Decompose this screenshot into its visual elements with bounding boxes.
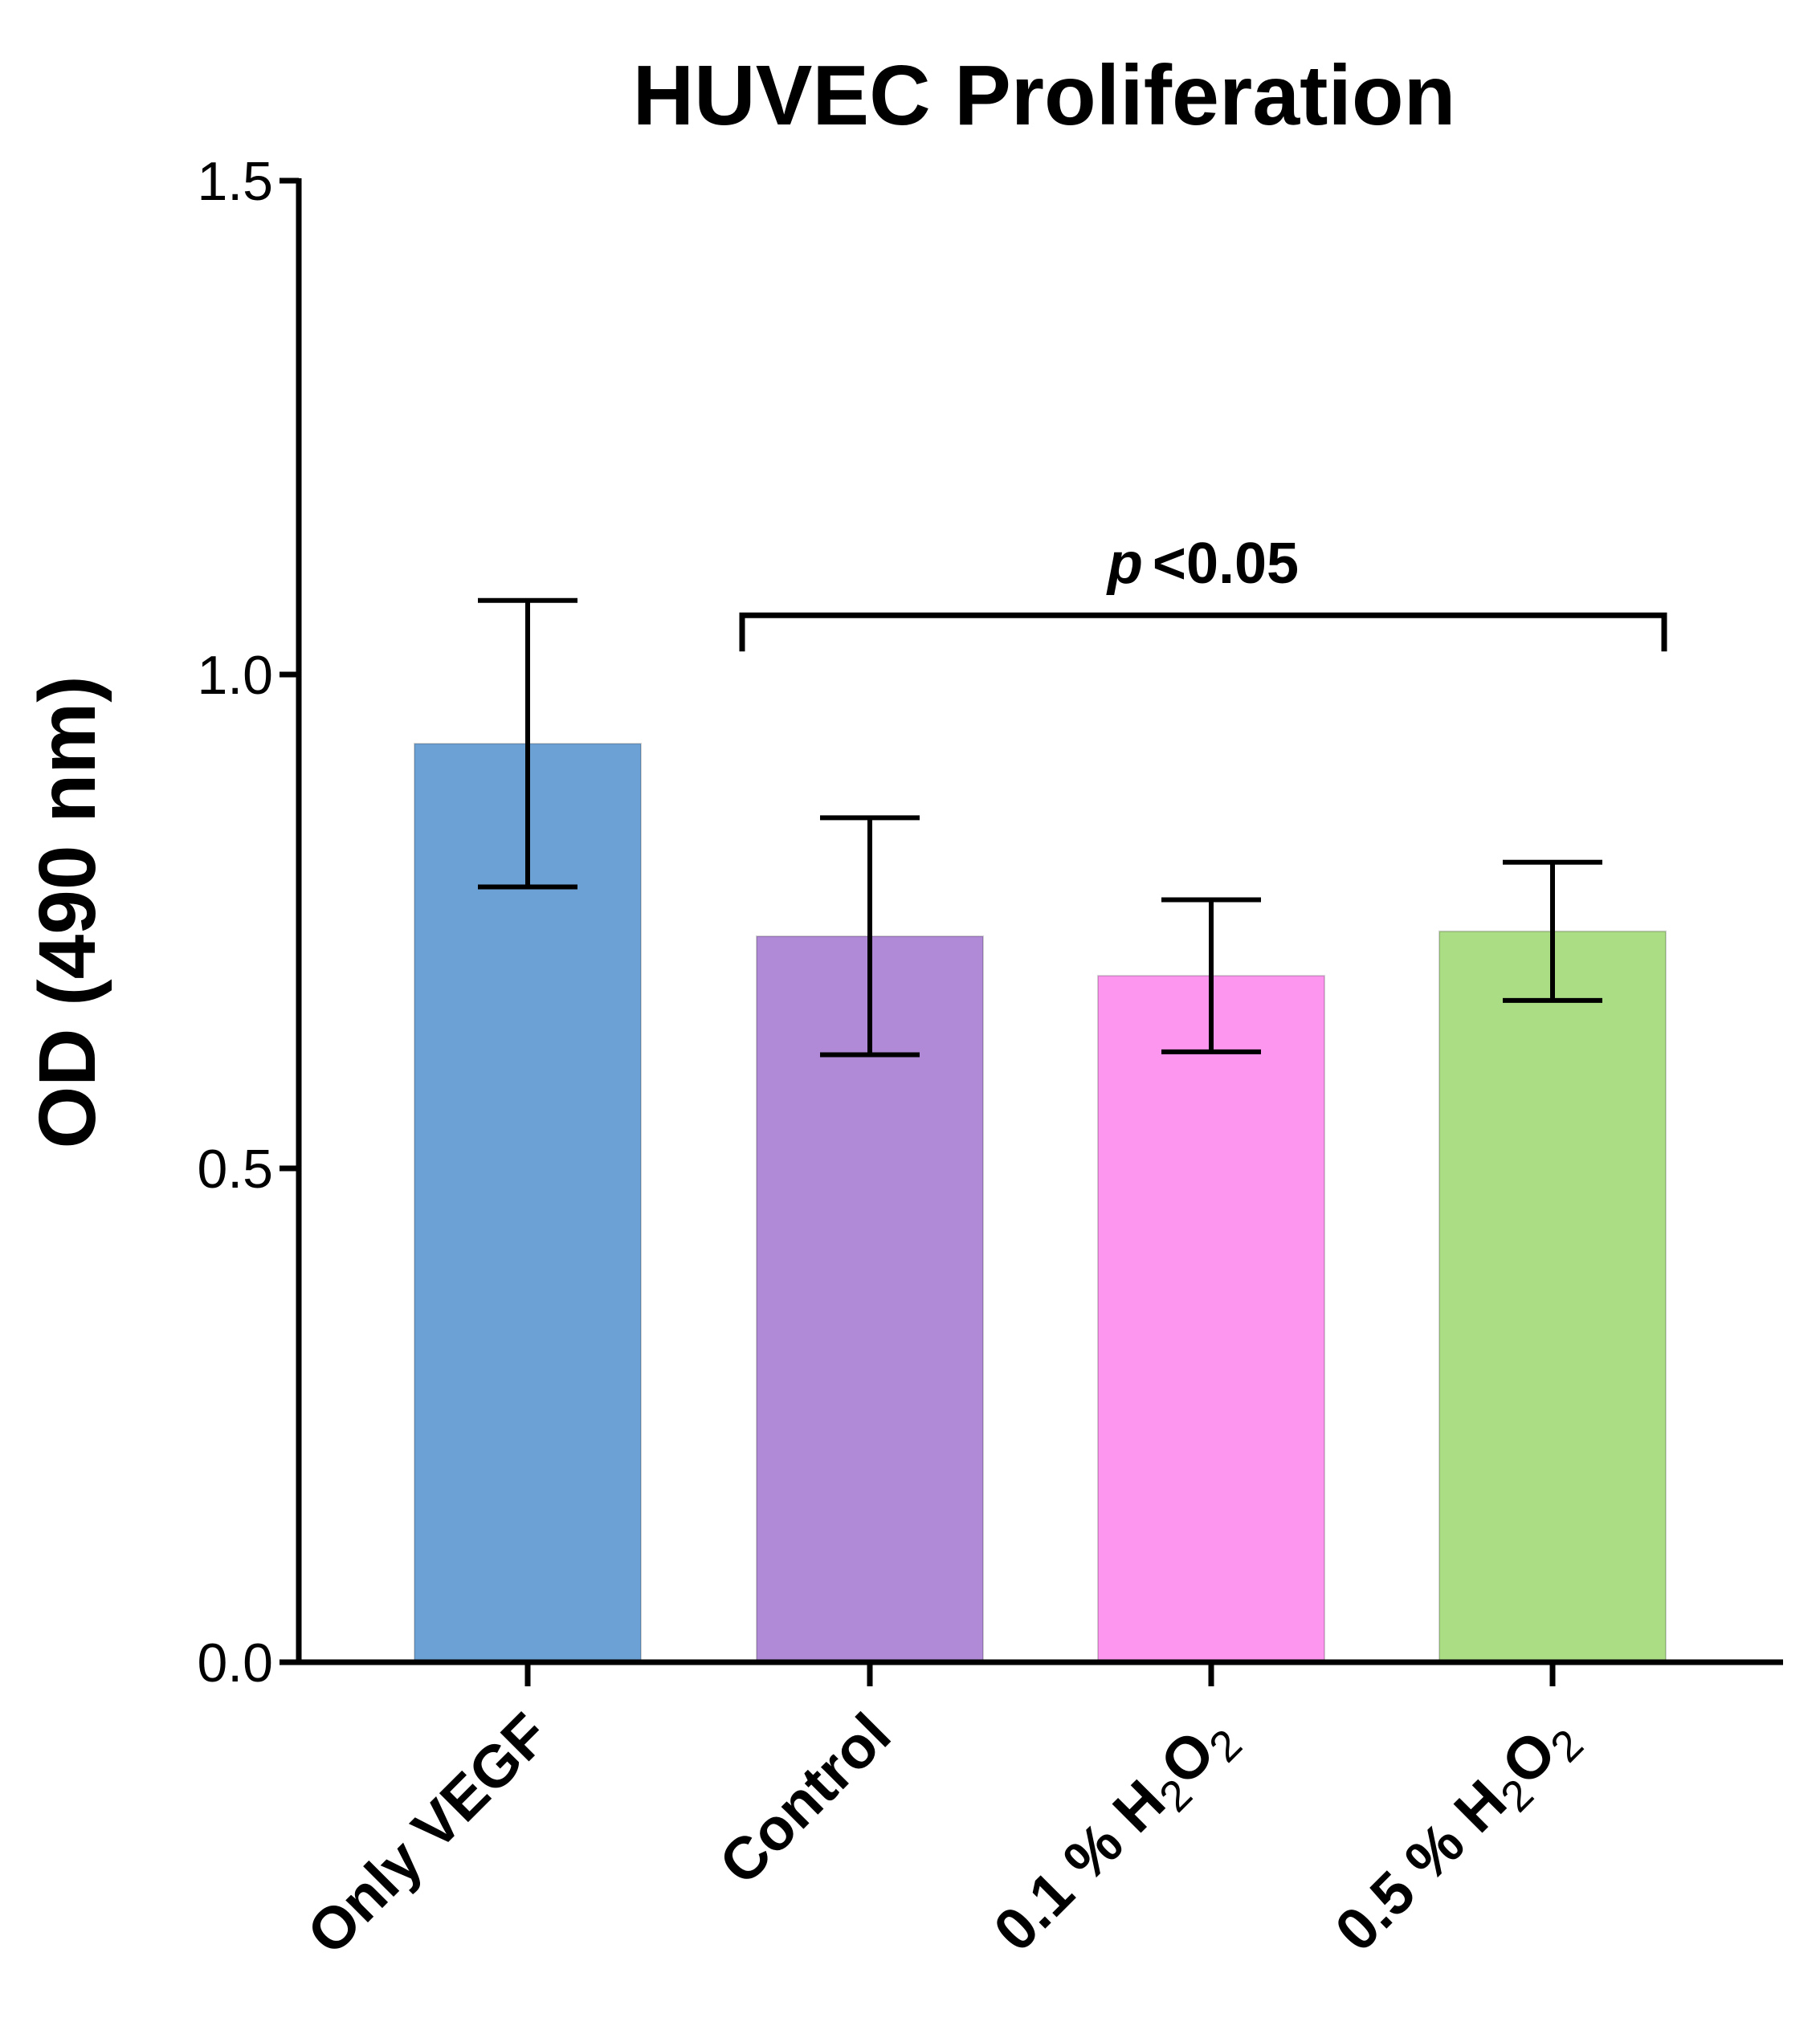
- significance-bracket: [739, 612, 1667, 652]
- chart-title: HUVEC Proliferation: [633, 48, 1456, 143]
- y-tick-label: 1.5: [197, 151, 273, 212]
- significance-label: p <0.05: [1106, 532, 1299, 596]
- bar: [1438, 930, 1667, 1664]
- y-axis-label: OD (490 nm): [22, 675, 112, 1148]
- x-tick-label: 0.1 % H2O2: [981, 1701, 1251, 1971]
- bar: [756, 935, 984, 1663]
- bar: [414, 743, 642, 1663]
- bar: [1097, 975, 1325, 1663]
- y-tick-label: 1.0: [197, 645, 273, 706]
- significance-layer: p <0.05: [739, 532, 1667, 652]
- x-tick-label: Only VEGF: [294, 1701, 561, 1967]
- x-tick-label: Control: [707, 1701, 904, 1898]
- error-bars-layer: [478, 597, 1602, 1058]
- y-tick-label: 0.5: [197, 1139, 273, 1200]
- y-tick-label: 0.0: [197, 1633, 273, 1694]
- x-tick-label: 0.5 % H2O2: [1322, 1701, 1593, 1971]
- bars-layer: [414, 743, 1667, 1664]
